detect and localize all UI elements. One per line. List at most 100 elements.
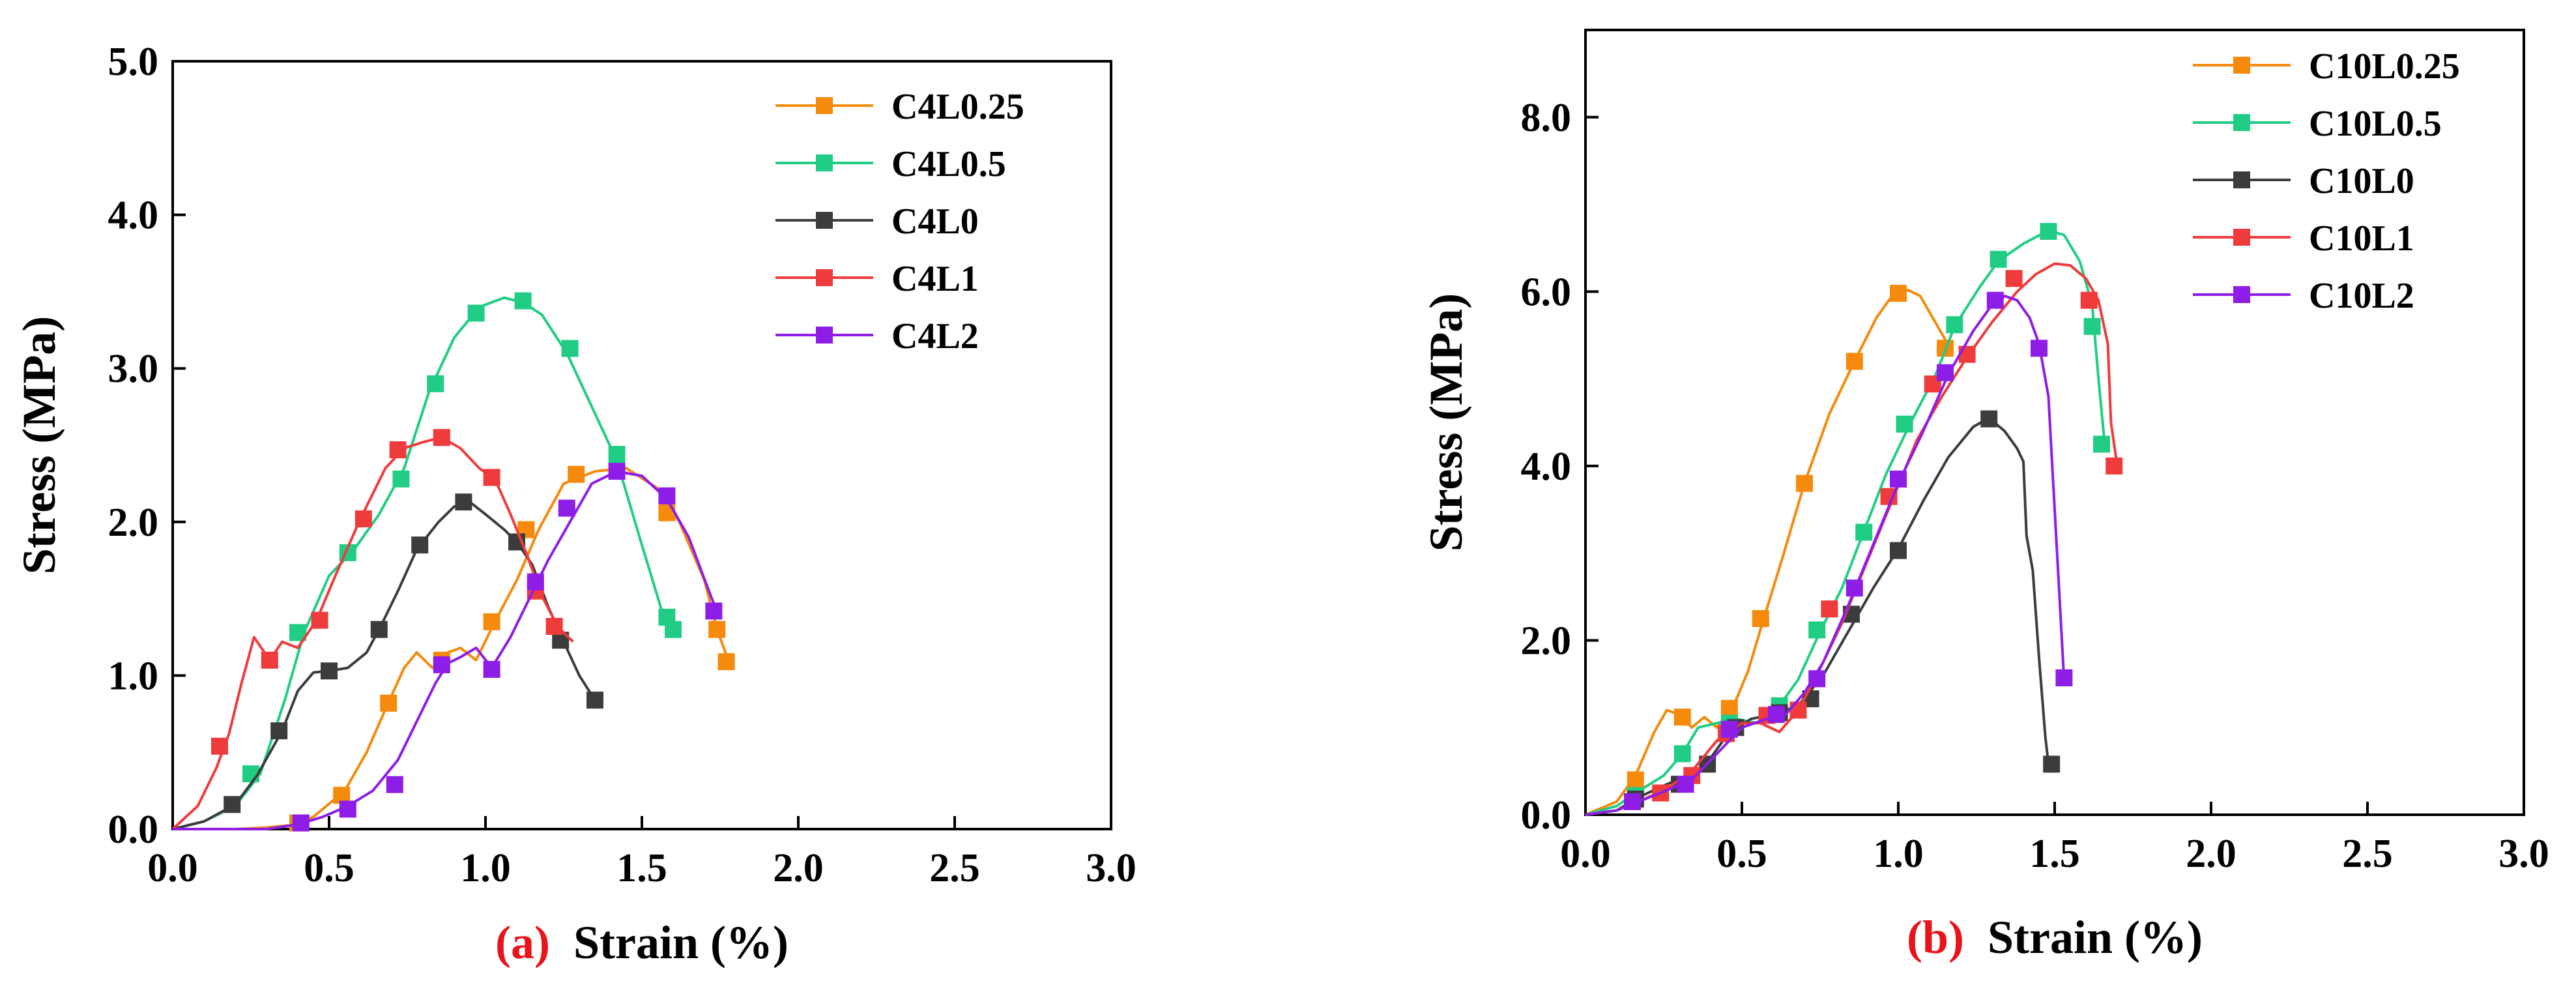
data-point-c10l2 <box>1677 776 1694 793</box>
data-point-c10l0-25 <box>1845 353 1863 370</box>
legend-label: C10L0.25 <box>2309 46 2460 87</box>
data-point-c10l0-5 <box>1808 621 1826 639</box>
legend-label: C10L2 <box>2309 276 2414 316</box>
legend-entry-c4l0-5: C4L0.5 <box>775 144 1006 184</box>
panel-label: (b) <box>1907 911 1964 963</box>
series-group <box>1585 223 2123 816</box>
data-point-c4l1 <box>483 469 500 486</box>
legend-entry-c4l0: C4L0 <box>775 201 979 242</box>
data-point-c10l2 <box>1624 793 1641 810</box>
data-point-c4l2 <box>608 463 626 480</box>
series-line-c10l2 <box>1585 295 2066 816</box>
data-point-c10l2 <box>1845 579 1863 597</box>
y-axis-title: Stress (MPa) <box>13 316 65 575</box>
series-c4l0-5 <box>172 292 682 830</box>
legend-label: C10L0.5 <box>2309 104 2442 144</box>
x-tick-label: 3.0 <box>2498 832 2549 876</box>
panel-label: (a) <box>495 916 550 969</box>
data-point-c4l0-5 <box>467 304 485 322</box>
data-point-c10l2 <box>1767 706 1785 724</box>
data-point-c10l0-25 <box>1673 709 1691 726</box>
data-point-c10l0-5 <box>1896 415 1913 433</box>
plot-area-frame <box>1584 29 2525 816</box>
x-tick-label: 1.5 <box>2029 832 2080 876</box>
data-point-c10l0-25 <box>1720 699 1738 717</box>
data-point-c10l2 <box>2055 669 2073 686</box>
data-point-c4l0 <box>411 536 429 554</box>
data-point-c10l2 <box>1808 670 1826 688</box>
legend: C4L0.25 C4L0.5 C4L0 C4L1 C4L2 <box>775 87 1024 357</box>
legend-marker <box>2233 114 2250 131</box>
y-tick-label: 3.0 <box>108 347 159 391</box>
data-point-c4l2 <box>705 602 723 620</box>
data-point-c10l1 <box>2080 291 2098 309</box>
data-point-c4l2 <box>386 776 403 793</box>
panel-b: 0.0 0.5 1.0 1.5 2.0 2.5 3.0 0.0 2.0 4.0 6.0 8.0 C10… <box>1420 29 2549 963</box>
data-point-c4l2 <box>339 800 356 818</box>
panel-a: 0.0 0.5 1.0 1.5 2.0 2.5 3.00.01.02.03.04.05.0 … <box>13 40 1136 969</box>
data-point-c4l1 <box>311 611 328 629</box>
data-point-c4l2 <box>527 573 544 591</box>
legend-label: C4L0.5 <box>891 144 1006 184</box>
data-point-c10l1 <box>1958 345 1976 363</box>
legend-label: C10L0 <box>2309 161 2414 201</box>
y-axis-title: Stress (MPa) <box>1420 293 1472 552</box>
series-c4l2 <box>173 463 723 832</box>
y-tick-label: 2.0 <box>1521 619 1572 663</box>
series-line-c4l0 <box>172 501 596 830</box>
x-tick-label: 1.5 <box>616 846 667 890</box>
data-point-c10l0-5 <box>2093 435 2110 453</box>
x-tick-label: 2.0 <box>2186 832 2236 876</box>
legend-label: C4L0.25 <box>891 87 1024 127</box>
data-point-c4l0-5 <box>427 375 444 392</box>
legend-label: C4L0 <box>891 201 979 242</box>
x-tick-label: 2.5 <box>2342 832 2393 876</box>
x-tick-label: 2.0 <box>773 846 824 890</box>
legend-marker <box>2233 229 2250 246</box>
legend-entry-c10l0-5: C10L0.5 <box>2193 104 2442 144</box>
x-axis-title-text: Strain (%) <box>573 916 789 969</box>
legend-entry-c10l1: C10L1 <box>2193 218 2414 259</box>
series-line-c4l0-25 <box>173 467 731 830</box>
data-point-c4l0 <box>370 621 388 638</box>
data-point-c4l0 <box>455 493 472 511</box>
data-point-c4l0 <box>270 722 288 740</box>
data-point-c10l0-25 <box>1627 771 1644 789</box>
data-point-c4l0-25 <box>483 613 500 630</box>
legend-label: C4L1 <box>891 259 979 299</box>
y-tick-label: 1.0 <box>108 654 159 698</box>
legend-entry-c4l1: C4L1 <box>775 259 979 299</box>
legend-marker <box>2233 171 2250 188</box>
data-point-c10l2 <box>1720 720 1738 738</box>
data-point-c4l0-5 <box>608 446 626 463</box>
data-point-c10l2 <box>1890 470 1907 488</box>
legend-marker <box>816 212 833 229</box>
data-point-c10l1 <box>2005 270 2023 287</box>
legend: C10L0.25 C10L0.5 C10L0 C10L1 C10L2 <box>2193 46 2460 316</box>
data-point-c10l2 <box>2031 340 2048 357</box>
data-point-c4l0-5 <box>561 340 579 357</box>
data-point-c4l0-5 <box>392 470 410 488</box>
data-point-c10l0-5 <box>1855 523 1873 541</box>
series-line-c4l0-5 <box>172 296 674 830</box>
legend-entry-c10l0-25: C10L0.25 <box>2193 46 2460 87</box>
legend-entry-c4l0-25: C4L0.25 <box>775 87 1024 127</box>
y-tick-label: 4.0 <box>1521 445 1572 489</box>
ticks-group: 0.0 0.5 1.0 1.5 2.0 2.5 3.0 0.0 1.0 2.0 3.0 4.0 5.0 <box>108 40 1136 890</box>
legend-entry-c10l0: C10L0 <box>2193 161 2414 201</box>
data-point-c4l1 <box>355 510 372 528</box>
series-c10l2 <box>1585 291 2073 816</box>
x-tick-label: 0.5 <box>304 846 355 890</box>
x-tick-label: 0.0 <box>147 846 198 890</box>
data-point-c4l0-25 <box>380 694 398 712</box>
x-tick-label: 3.0 <box>1086 846 1136 890</box>
legend-marker <box>816 327 833 344</box>
data-point-c4l1 <box>211 737 228 755</box>
y-tick-label: 6.0 <box>1521 270 1572 314</box>
data-point-c10l0-5 <box>1673 745 1691 763</box>
ticks-group: 0.0 0.5 1.0 1.5 2.0 2.5 3.0 0.0 2.0 4.0 6.0 8.0 <box>1521 96 2549 876</box>
data-point-c10l0 <box>1890 542 1907 559</box>
data-point-c10l2 <box>1986 291 2004 309</box>
x-axis-title: (a) Strain (%) <box>495 916 789 969</box>
